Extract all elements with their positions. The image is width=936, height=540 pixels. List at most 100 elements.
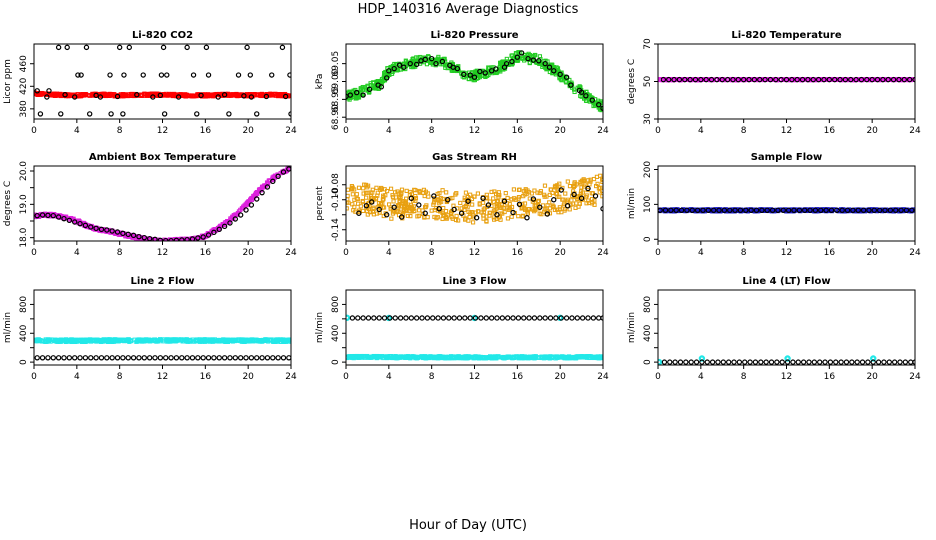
band-mark	[391, 199, 396, 204]
data-point	[175, 94, 182, 100]
band-mark	[91, 92, 96, 97]
plot-frame	[657, 289, 916, 366]
band-mark	[483, 355, 489, 361]
band-mark	[75, 337, 80, 343]
data-point	[596, 315, 602, 321]
band-mark	[501, 355, 506, 360]
data-point	[71, 94, 78, 100]
data-point	[737, 207, 744, 214]
band-mark	[356, 185, 362, 190]
data-point	[391, 204, 397, 210]
x-tick-label: 0	[31, 248, 37, 258]
band-mark	[528, 57, 533, 62]
data-point	[791, 207, 797, 214]
band-mark	[572, 89, 577, 95]
band-mark	[481, 216, 486, 221]
x-tick-label: 4	[698, 248, 704, 258]
band-mark	[503, 355, 508, 360]
data-point	[141, 355, 147, 361]
band-mark	[351, 208, 356, 213]
band-mark	[588, 179, 593, 184]
data-point	[834, 207, 840, 214]
data-point	[241, 93, 247, 99]
band-mark	[98, 339, 104, 344]
data-point	[77, 355, 83, 361]
y-tick-label: 68.95	[331, 86, 341, 112]
data-point	[869, 76, 875, 83]
data-point	[731, 359, 737, 365]
band-mark	[89, 339, 94, 344]
data-point	[551, 197, 557, 203]
band-mark	[437, 191, 442, 196]
data-point	[369, 199, 375, 205]
data-point	[130, 355, 137, 361]
data-point	[810, 76, 816, 83]
data-point	[93, 355, 99, 361]
panel-title: Li-820 Temperature	[731, 30, 841, 41]
band-mark	[450, 195, 455, 201]
band-mark	[502, 209, 507, 215]
figure-title: HDP_140316 Average Diagnostics	[357, 2, 579, 17]
data-point	[71, 219, 78, 225]
band-mark	[395, 203, 401, 208]
band-mark	[547, 192, 552, 197]
data-point	[398, 214, 405, 220]
data-point	[661, 359, 668, 365]
data-point	[779, 359, 785, 365]
band-mark	[275, 93, 280, 98]
data-point	[753, 207, 760, 214]
data-point	[158, 72, 165, 78]
y-tick-label: 69.05	[331, 51, 341, 77]
x-tick-label: 12	[781, 126, 792, 136]
band-mark	[456, 218, 461, 223]
data-point	[510, 315, 516, 321]
data-point	[39, 212, 46, 218]
band-mark	[589, 95, 594, 100]
data-point	[494, 315, 500, 321]
band-mark	[215, 225, 221, 231]
band-mark	[421, 187, 427, 192]
data-point	[783, 76, 790, 83]
data-point	[116, 44, 123, 51]
band-mark	[247, 338, 252, 343]
data-point	[189, 355, 196, 361]
band-mark	[557, 194, 562, 199]
band-mark	[438, 355, 443, 360]
x-tick-label: 16	[824, 126, 836, 136]
band-mark	[513, 51, 519, 56]
data-point	[833, 359, 839, 365]
data-point	[451, 315, 457, 321]
band-mark	[55, 92, 60, 97]
band-mark	[427, 354, 432, 359]
data-point	[854, 359, 860, 365]
data-point	[184, 355, 190, 361]
y-axis-label: ml/min	[315, 312, 325, 343]
data-point	[34, 88, 40, 94]
data-point	[279, 44, 286, 51]
band-mark	[572, 180, 577, 185]
band-mark	[476, 209, 481, 214]
band-mark	[179, 239, 184, 241]
data-point	[66, 217, 73, 224]
panel-title: Ambient Box Temperature	[89, 152, 236, 163]
data-point	[906, 76, 913, 83]
data-point	[179, 355, 185, 361]
data-point	[454, 65, 461, 72]
data-point	[684, 207, 690, 214]
data-point	[179, 237, 185, 241]
data-point	[827, 359, 834, 365]
y-axis-label: kPa	[315, 74, 325, 90]
band-mark	[441, 205, 446, 211]
data-point	[757, 76, 763, 83]
x-axis-title: Hour of Day (UTC)	[409, 518, 527, 533]
data-point	[254, 196, 260, 202]
data-point	[537, 315, 543, 321]
data-point	[699, 359, 705, 365]
data-point	[807, 207, 813, 214]
band-mark	[407, 355, 412, 360]
data-point	[125, 231, 131, 238]
data-point	[381, 315, 388, 321]
data-point	[569, 315, 575, 321]
band-mark	[409, 209, 414, 214]
data-layer	[658, 76, 915, 83]
